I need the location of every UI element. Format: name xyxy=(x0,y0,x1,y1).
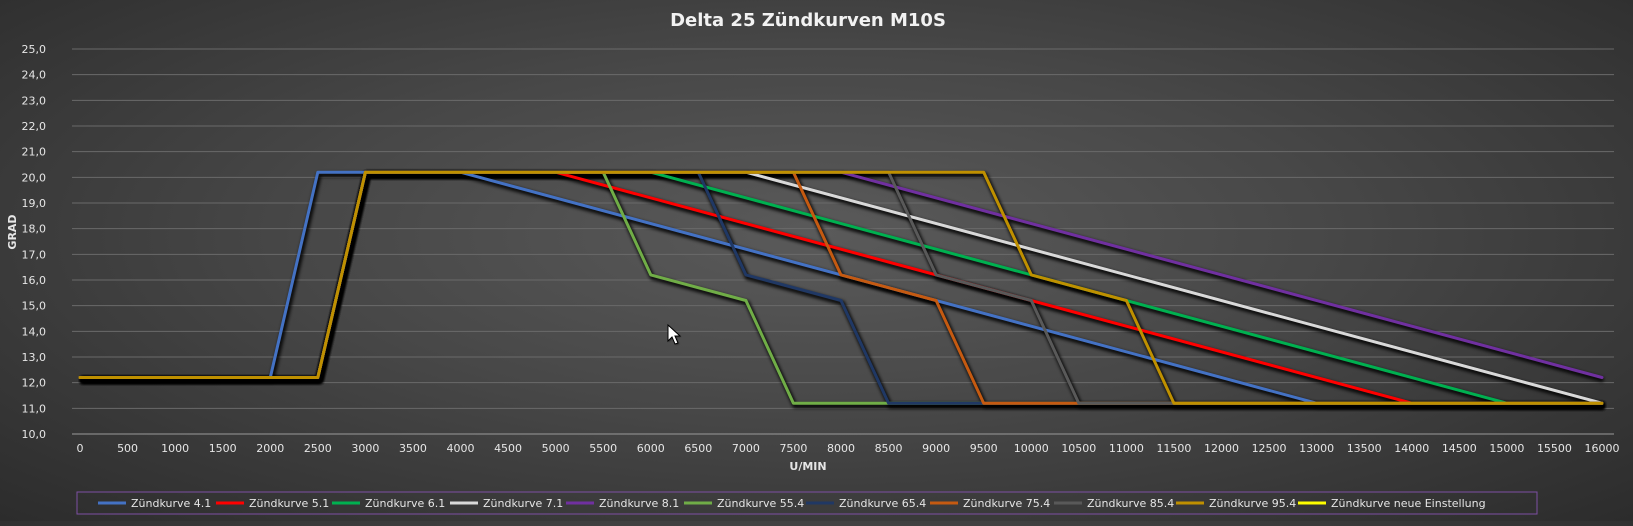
x-tick-label: 7500 xyxy=(779,442,807,455)
legend-label: Zündkurve 95.4 xyxy=(1209,497,1296,510)
legend-label: Zündkurve 85.4 xyxy=(1087,497,1174,510)
x-tick-label: 4000 xyxy=(447,442,475,455)
x-tick-label: 14000 xyxy=(1394,442,1429,455)
x-tick-label: 8000 xyxy=(827,442,855,455)
legend-label: Zündkurve 65.4 xyxy=(839,497,926,510)
x-tick-label: 9500 xyxy=(970,442,998,455)
x-tick-label: 2500 xyxy=(304,442,332,455)
x-tick-label: 12000 xyxy=(1204,442,1239,455)
x-tick-label: 4500 xyxy=(494,442,522,455)
x-tick-label: 14500 xyxy=(1442,442,1477,455)
y-tick-label: 18,0 xyxy=(22,223,47,236)
x-tick-label: 10000 xyxy=(1014,442,1049,455)
x-tick-label: 10500 xyxy=(1061,442,1096,455)
y-tick-label: 15,0 xyxy=(22,300,47,313)
x-tick-label: 1500 xyxy=(209,442,237,455)
series-lines xyxy=(78,170,1604,405)
x-tick-label: 500 xyxy=(117,442,138,455)
legend-label: Zündkurve 75.4 xyxy=(963,497,1050,510)
x-tick-label: 3500 xyxy=(399,442,427,455)
x-tick-label: 6500 xyxy=(684,442,712,455)
y-tick-label: 13,0 xyxy=(22,351,47,364)
legend-label: Zündkurve 7.1 xyxy=(483,497,563,510)
x-tick-label: 15000 xyxy=(1489,442,1524,455)
y-axis-tick-labels: 10,0 11,0 12,0 13,0 14,0 15,0 16,0 17,0 18,0 19,0… xyxy=(22,43,47,441)
legend-label: Zündkurve 8.1 xyxy=(599,497,679,510)
x-tick-label: 3000 xyxy=(351,442,379,455)
x-tick-label: 1000 xyxy=(161,442,189,455)
y-tick-label: 25,0 xyxy=(22,43,47,56)
y-tick-label: 10,0 xyxy=(22,428,47,441)
x-tick-label: 6000 xyxy=(637,442,665,455)
legend-label: Zündkurve 5.1 xyxy=(249,497,329,510)
mouse-cursor-icon xyxy=(667,323,682,345)
chart-title: Delta 25 Zündkurven M10S xyxy=(670,10,946,31)
x-tick-label: 11000 xyxy=(1109,442,1144,455)
y-tick-label: 16,0 xyxy=(22,274,47,287)
x-axis-tick-labels: 0 500 1000 1500 2000 2500 3000 3500 4000 4500 5000… xyxy=(77,442,1620,455)
x-tick-label: 5000 xyxy=(542,442,570,455)
y-tick-label: 14,0 xyxy=(22,325,47,338)
x-tick-label: 7000 xyxy=(732,442,760,455)
legend-label: Zündkurve 4.1 xyxy=(131,497,211,510)
x-tick-label: 8500 xyxy=(875,442,903,455)
x-tick-label: 2000 xyxy=(256,442,284,455)
x-tick-label: 12500 xyxy=(1252,442,1287,455)
y-tick-label: 17,0 xyxy=(22,248,47,261)
y-tick-label: 24,0 xyxy=(22,69,47,82)
y-tick-label: 23,0 xyxy=(22,94,47,107)
legend-label: Zündkurve 6.1 xyxy=(365,497,445,510)
x-tick-label: 9000 xyxy=(922,442,950,455)
x-tick-label: 13500 xyxy=(1347,442,1382,455)
x-tick-label: 5500 xyxy=(589,442,617,455)
x-tick-label: 15500 xyxy=(1537,442,1572,455)
y-tick-label: 22,0 xyxy=(22,120,47,133)
series-line-10 xyxy=(78,170,1604,405)
legend-label: Zündkurve neue Einstellung xyxy=(1331,497,1486,510)
y-tick-label: 12,0 xyxy=(22,377,47,390)
y-tick-label: 20,0 xyxy=(22,171,47,184)
y-axis-title: GRAD xyxy=(6,214,19,249)
legend-label: Zündkurve 55.4 xyxy=(717,497,804,510)
y-tick-label: 19,0 xyxy=(22,197,47,210)
x-tick-label: 11500 xyxy=(1156,442,1191,455)
legend-box xyxy=(76,491,1538,515)
x-tick-label: 0 xyxy=(77,442,84,455)
x-tick-label: 13000 xyxy=(1299,442,1334,455)
x-tick-label: 16000 xyxy=(1585,442,1620,455)
y-tick-label: 21,0 xyxy=(22,146,47,159)
x-axis-title: U/MIN xyxy=(789,460,826,473)
legend: Zündkurve 4.1 Zündkurve 5.1 Zündkurve 6.1 Z… xyxy=(98,497,1486,510)
y-tick-label: 11,0 xyxy=(22,402,47,415)
